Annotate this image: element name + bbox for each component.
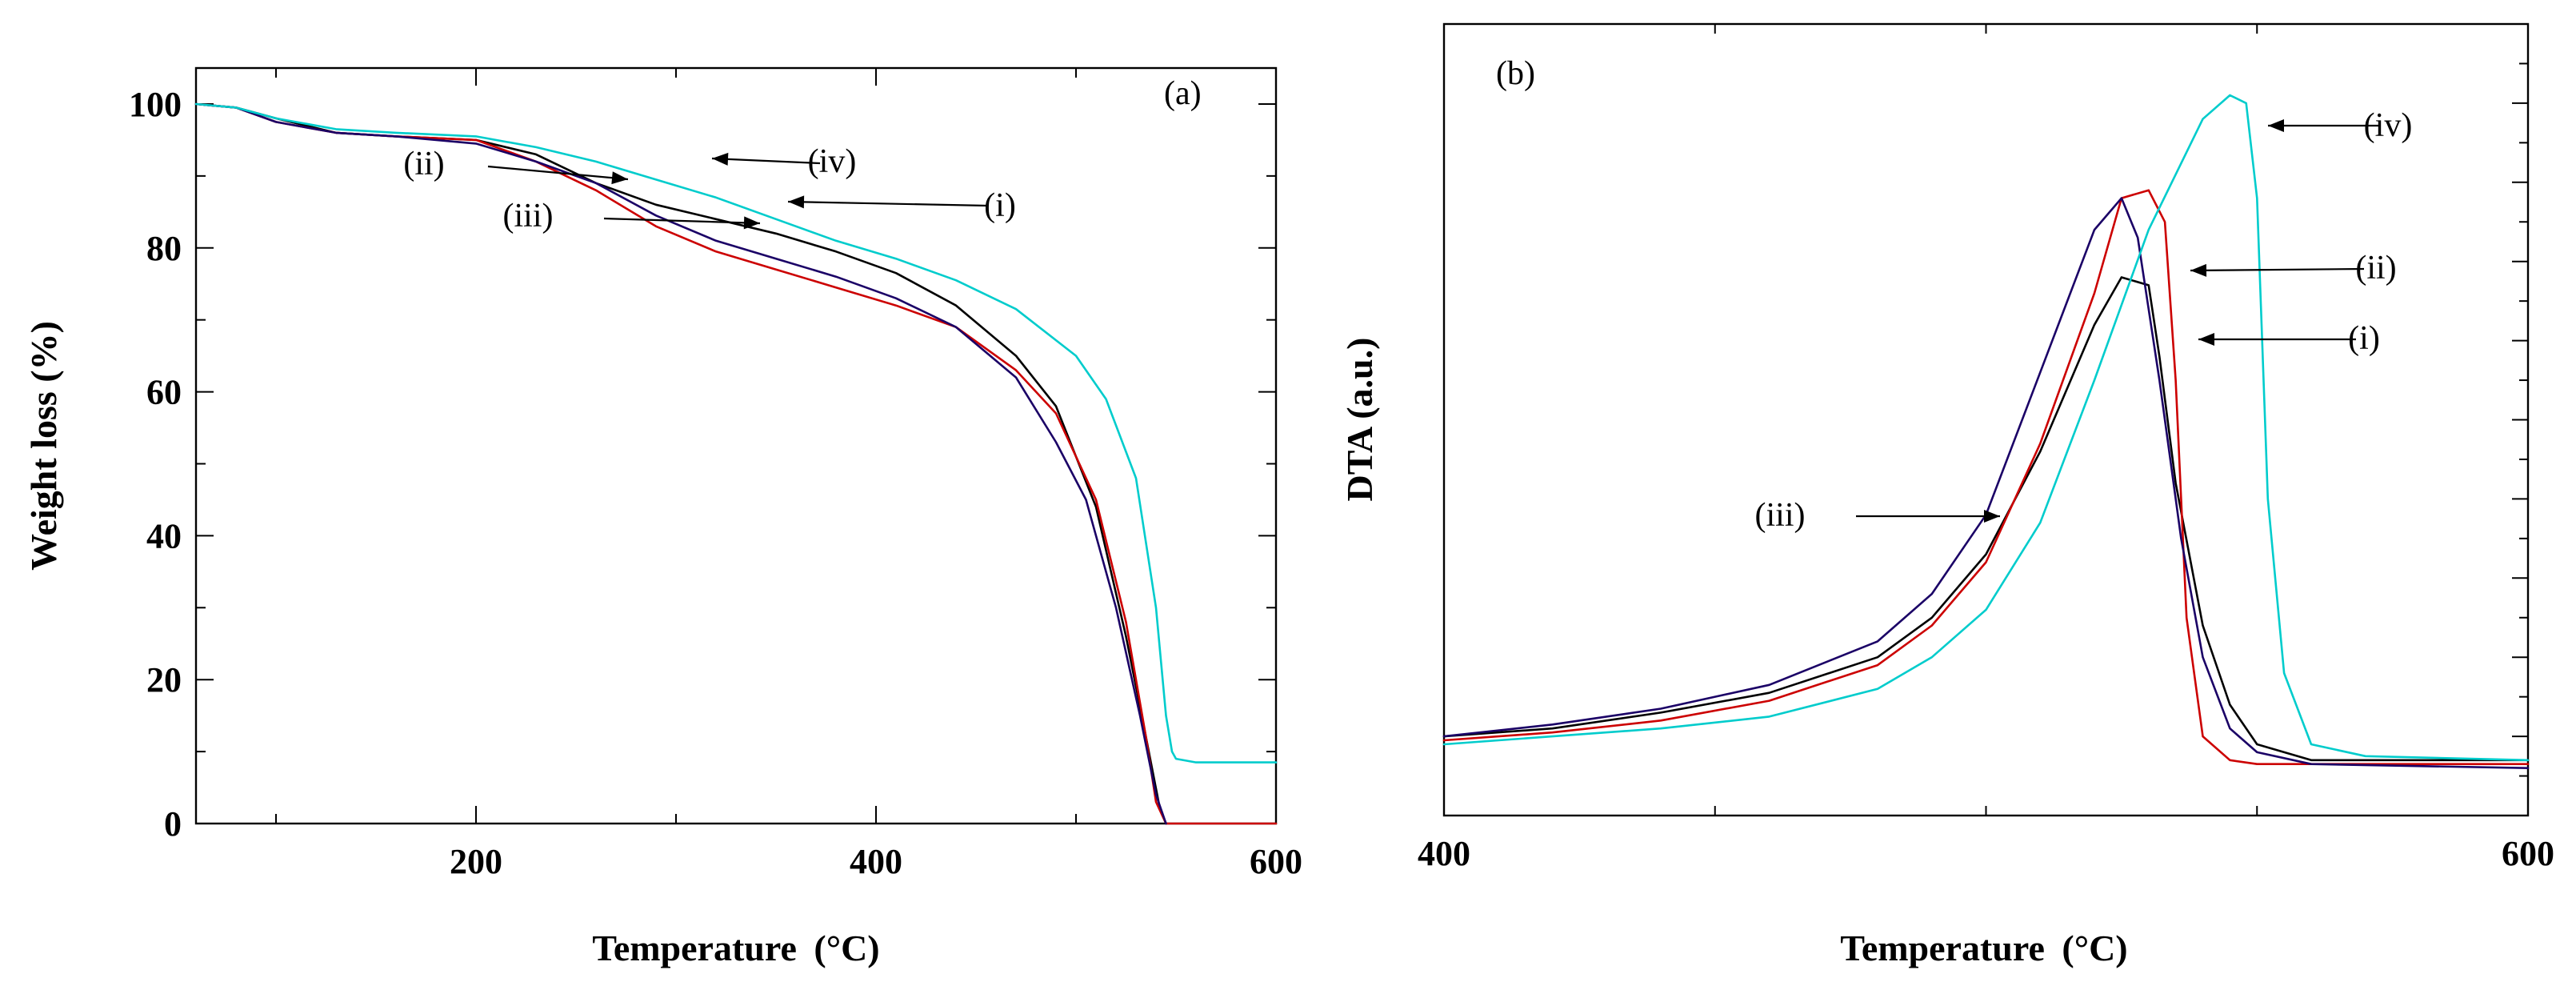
- panel-a-annotation-label: (iv): [808, 143, 857, 180]
- panel-b-ticks: 400 600: [1418, 24, 2554, 873]
- panel-b-xtick-label: 400: [1418, 834, 1470, 873]
- panel-a-tag: (a): [1164, 75, 1202, 112]
- panel-a-series-i: [194, 102, 1167, 825]
- panel-a-xtick-label: 400: [850, 842, 902, 881]
- panel-a-annotation-arrow: [711, 157, 821, 165]
- panel-a-annotation-label: (iii): [503, 198, 554, 234]
- panel-b-annotation-arrowhead: [2190, 263, 2207, 277]
- panel-a-ytick-label: 20: [146, 660, 182, 699]
- panel-a-annotation-arrowhead: [788, 195, 805, 209]
- panel-a-ytick-label: 100: [129, 85, 182, 124]
- panel-a-ytick-label: 60: [146, 373, 182, 412]
- panel-b-annotations: (i)(ii)(iii)(iv): [1755, 107, 2413, 534]
- panel-a-xlabel-text: Temperature: [592, 928, 797, 968]
- panel-b-annotation-label: (iii): [1755, 497, 1806, 534]
- panel-b-xlabel-text: Temperature: [1840, 928, 2045, 968]
- panel-b-annotation-arrow: [2190, 267, 2365, 272]
- panel-b: 400 600 (i)(ii)(iii)(iv) (b) Temperature …: [1339, 22, 2554, 968]
- panel-b-series-iii: [1442, 197, 2530, 770]
- panel-b-xtick-label: 600: [2502, 834, 2554, 873]
- panel-a-annotation-arrowhead: [611, 171, 628, 185]
- panel-a-ytick-label: 80: [146, 229, 182, 268]
- panel-a-annotation-arrow: [787, 200, 989, 207]
- panel-b-series: [1442, 94, 2530, 770]
- panel-a-xlabel: Temperature (°C): [592, 928, 879, 968]
- panel-b-annotation-arrowhead: [2268, 119, 2284, 132]
- panel-b-tag: (b): [1496, 55, 1535, 92]
- panel-a-annotation-arrowhead: [743, 216, 760, 230]
- panel-a-frame: [194, 66, 1278, 825]
- panel-a-series-iv: [194, 102, 1278, 764]
- panel-a-annotation-arrow: [603, 217, 761, 225]
- panel-b-series-i: [1442, 276, 2530, 762]
- panel-b-series-iv: [1442, 94, 2530, 762]
- panel-a-annotations: (i) (ii) (iii) (iv): [403, 143, 1015, 234]
- panel-b-xlabel-unit: (°C): [2062, 928, 2127, 968]
- panel-a-annotation-arrow: [487, 165, 629, 181]
- panel-b-annotation-arrowhead: [1984, 510, 2000, 523]
- panel-a-annotation-arrowhead: [712, 152, 729, 166]
- panel-a-series: [194, 102, 1278, 825]
- panel-b-xlabel: Temperature (°C): [1840, 928, 2127, 968]
- panel-b-series-ii: [1442, 189, 2530, 766]
- panel-a-xtick-label: 600: [1250, 842, 1302, 881]
- panel-a-annotation-label: (ii): [403, 146, 444, 182]
- panel-b-ylabel: DTA (a.u.): [1339, 338, 1380, 502]
- panel-a-ytick-label: 0: [164, 804, 182, 844]
- panel-a-ytick-label: 40: [146, 516, 182, 555]
- panel-a-series-iii: [194, 102, 1167, 825]
- panel-a-ylabel: Weight loss (%): [23, 321, 64, 571]
- panel-a-xtick-label: 200: [450, 842, 502, 881]
- panel-a-series-ii: [194, 102, 1278, 825]
- panel-a-ticks: 200 400 600 0 20 40 60 80 100: [129, 68, 1302, 881]
- panel-a-annotation-label: (i): [984, 187, 1016, 224]
- panel-a-xlabel-unit: (°C): [814, 928, 879, 968]
- panel-a: 200 400 600 0 20 40 60 80 100 (i) (ii) (iii) (iv) (…: [23, 66, 1302, 968]
- panel-b-annotation-arrowhead: [2198, 333, 2214, 346]
